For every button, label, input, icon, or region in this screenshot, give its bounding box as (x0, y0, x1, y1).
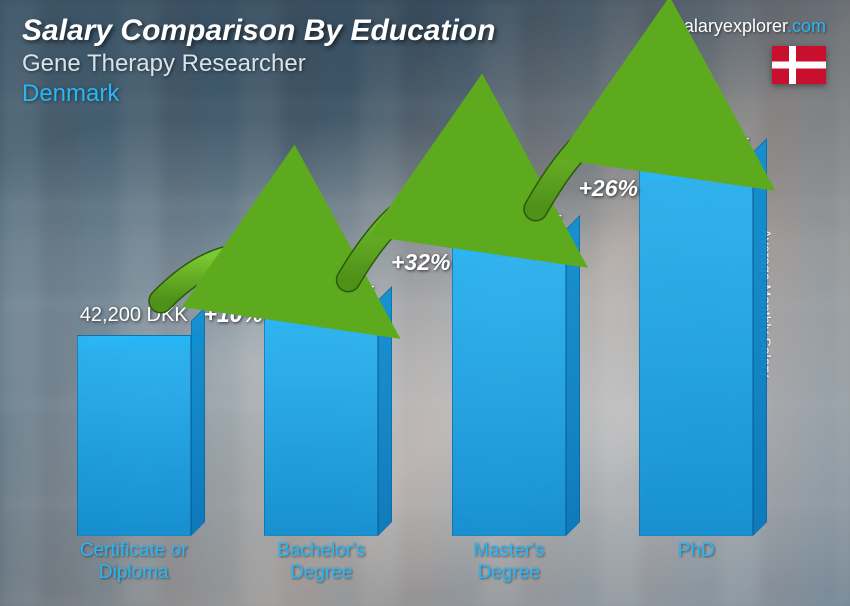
job-title: Gene Therapy Researcher (22, 50, 828, 78)
page-title: Salary Comparison By Education (22, 14, 828, 48)
header: Salary Comparison By Education Gene Ther… (22, 14, 828, 108)
increase-arc (161, 255, 311, 301)
salary-chart: 42,200 DKK 46,500 DKK 61,500 DKK 77,600 … (40, 130, 790, 586)
arcs-layer (40, 70, 790, 586)
country-name: Denmark (22, 80, 828, 108)
